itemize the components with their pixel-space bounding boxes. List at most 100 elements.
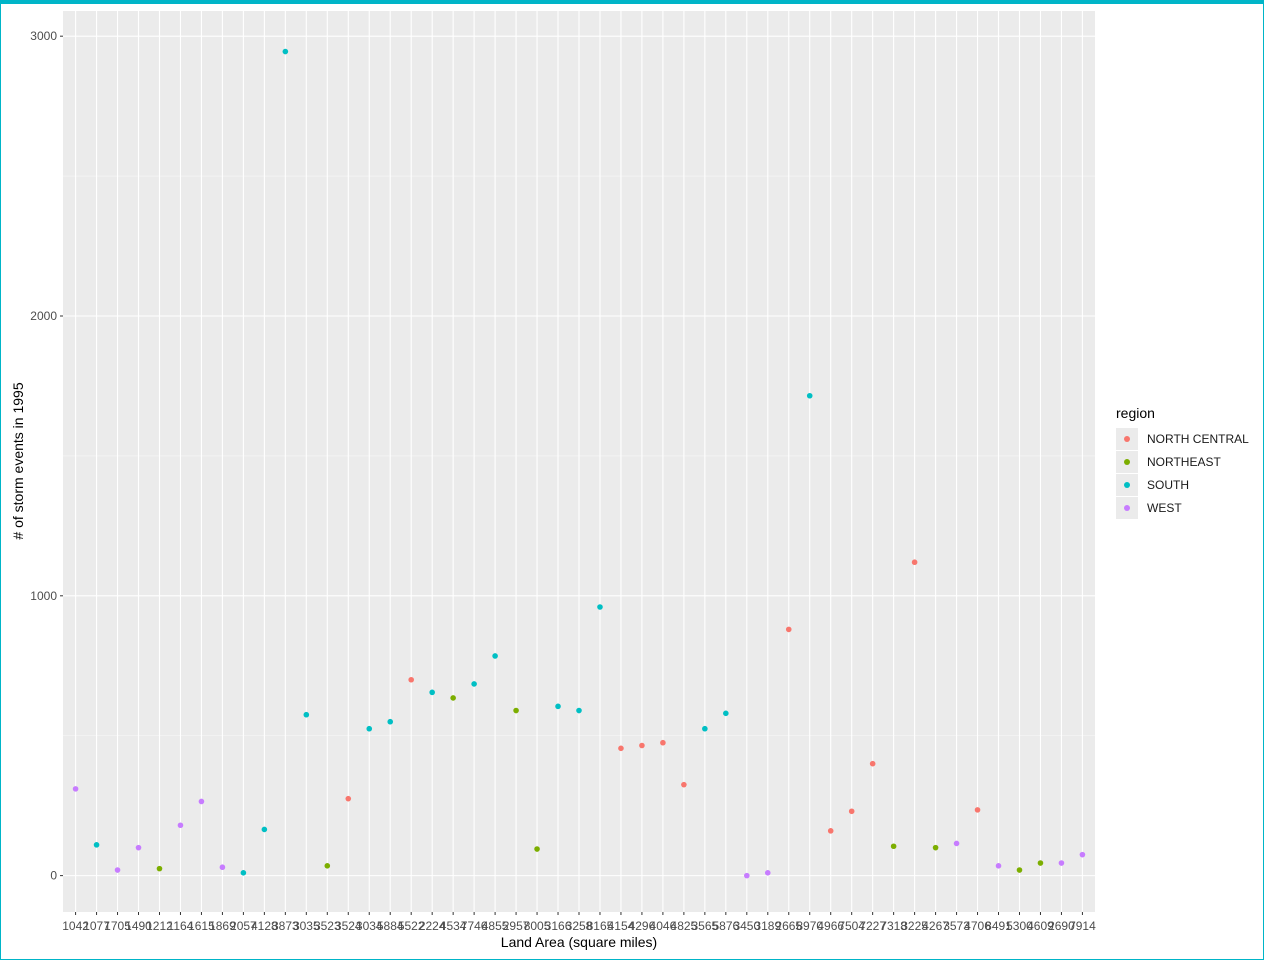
x-tick-label: 3450	[733, 919, 760, 933]
data-point-south	[261, 826, 268, 833]
data-point-north-central	[911, 559, 918, 566]
x-tick-label: 4966	[817, 919, 844, 933]
data-point-west	[1079, 851, 1086, 858]
x-tick-label: 7504	[838, 919, 865, 933]
data-point-south	[366, 725, 373, 732]
data-point-west	[72, 786, 79, 792]
data-point-south	[702, 725, 708, 732]
x-tick-label: 7746	[461, 919, 488, 933]
major-gridlines	[63, 11, 1095, 912]
x-tick-label: 4267	[922, 919, 949, 933]
x-tick-label: 5300	[1006, 919, 1033, 933]
data-point-northeast	[1037, 860, 1044, 866]
x-tick-label: 8491	[985, 919, 1012, 933]
data-point-west	[114, 867, 121, 873]
data-point-south	[93, 842, 100, 848]
legend-items: NORTH CENTRAL NORTHEAST SOUTH WEST	[1116, 427, 1249, 519]
x-tick-label: 3166	[545, 919, 572, 933]
x-tick-label: 2665	[775, 919, 802, 933]
data-point-west	[1058, 860, 1065, 866]
data-point-northeast	[890, 843, 897, 850]
data-point-north-central	[681, 781, 687, 788]
y-tick-label: 1000	[30, 589, 57, 603]
data-point-south	[429, 689, 435, 696]
x-tick-label: 7227	[859, 919, 886, 933]
data-point-north-central	[618, 745, 624, 752]
data-point-north-central	[785, 626, 792, 633]
x-tick-label: 7318	[880, 919, 907, 933]
data-point-south	[555, 703, 561, 710]
legend-label: NORTH CENTRAL	[1147, 431, 1249, 446]
x-tick-label: 3523	[314, 919, 341, 933]
data-point-north-central	[827, 828, 834, 834]
x-tick-label: 8165	[587, 919, 614, 933]
data-point-south	[597, 604, 603, 610]
x-tick-label: 4855	[482, 919, 509, 933]
data-point-south	[806, 392, 813, 399]
x-tick-label: 5876	[712, 919, 739, 933]
data-point-west	[219, 864, 226, 871]
data-point-northeast	[932, 844, 939, 851]
data-point-south	[723, 710, 729, 717]
data-point-northeast	[513, 707, 519, 714]
data-point-north-central	[639, 742, 645, 749]
data-point-west	[177, 822, 184, 829]
x-tick-label: 8005	[524, 919, 551, 933]
x-tick-label: 1490	[125, 919, 152, 933]
data-point-south	[492, 653, 498, 659]
data-point-south	[576, 707, 582, 714]
data-point-west	[953, 840, 960, 847]
x-axis-title: Land Area (square miles)	[501, 934, 657, 950]
data-point-north-central	[660, 739, 666, 746]
legend-dot	[1124, 481, 1130, 488]
legend-label: WEST	[1147, 500, 1182, 515]
x-tick-label: 4706	[964, 919, 991, 933]
window-top-border	[0, 0, 1264, 4]
x-tick-label: 5522	[398, 919, 425, 933]
data-point-west	[744, 872, 750, 879]
data-point-south	[471, 681, 477, 687]
legend-dot	[1124, 504, 1130, 511]
y-tick-label: 0	[50, 869, 57, 883]
data-points	[72, 48, 1086, 879]
data-point-west	[995, 863, 1002, 869]
x-tick-label: 2224	[419, 919, 446, 933]
x-tick-label: 4609	[1027, 919, 1054, 933]
data-point-north-central	[345, 795, 352, 802]
x-tick-label: 1164	[168, 919, 194, 933]
legend-key	[1116, 473, 1138, 496]
data-point-south	[240, 870, 247, 876]
data-point-north-central	[848, 808, 855, 815]
legend-item-northeast: NORTHEAST	[1116, 450, 1249, 473]
x-tick-label: 5884	[377, 919, 404, 933]
y-tick-label: 3000	[30, 29, 57, 43]
legend-item-north-central: NORTH CENTRAL	[1116, 427, 1249, 450]
legend-key	[1116, 450, 1138, 473]
y-axis: 0 1000 2000 3000	[30, 29, 63, 883]
x-tick-label: 2690	[1048, 919, 1075, 933]
x-tick-label: 4154	[608, 919, 635, 933]
data-point-south	[282, 48, 289, 55]
x-tick-label: 1042	[62, 919, 89, 933]
x-tick-label: 4825	[671, 919, 698, 933]
window-left-border	[0, 0, 1, 960]
x-tick-label: 4128	[251, 919, 278, 933]
x-tick-label: 3034	[356, 919, 383, 933]
data-point-northeast	[1016, 867, 1023, 873]
data-point-northeast	[534, 846, 540, 852]
legend-key	[1116, 496, 1138, 519]
legend: region NORTH CENTRAL NORTHEAST SOUTH WEST	[1116, 405, 1249, 519]
data-point-west	[764, 870, 771, 876]
y-tick-label: 2000	[30, 309, 57, 323]
data-point-north-central	[408, 676, 414, 683]
x-tick-label: 8970	[796, 919, 823, 933]
x-tick-label: 2057	[230, 919, 257, 933]
data-point-south	[387, 718, 394, 725]
x-tick-label: 3035	[293, 919, 320, 933]
x-tick-label: 4046	[650, 919, 677, 933]
x-tick-label: 3573	[943, 919, 970, 933]
x-tick-label: 1705	[104, 919, 131, 933]
x-tick-label: 3258	[566, 919, 593, 933]
x-axis: 1042107717051490121211641615186920574128…	[62, 912, 1096, 933]
legend-title: region	[1116, 405, 1155, 421]
